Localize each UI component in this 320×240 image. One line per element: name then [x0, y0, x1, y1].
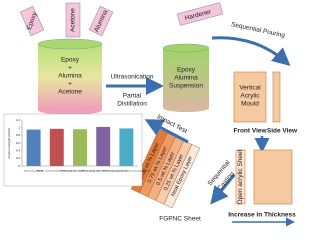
sheet-label: FGPNC Sheet	[159, 216, 201, 223]
beaker-text: Epoxy	[177, 67, 196, 74]
bar	[73, 129, 87, 166]
y-tick-label: 1.2	[16, 118, 21, 122]
beaker-text: +	[68, 81, 72, 88]
step-label: Ultrasonication	[111, 74, 154, 81]
x-tick-label: Neat epoxy (Matrix)	[24, 170, 43, 173]
arrow	[144, 119, 189, 144]
x-tick-label: FGPNC (neutral) loaded from nanocomposit…	[79, 170, 128, 173]
mould-front	[233, 71, 267, 123]
cast-sheet	[253, 149, 293, 205]
mould-text: Mould	[241, 101, 259, 108]
y-axis-label: Impact strength (kJ/m²)	[7, 128, 11, 159]
chart: Impact strength (kJ/m²) 0 0.2 0.4 0.6 0.8 1 1.2…	[7, 118, 152, 173]
bar	[26, 129, 41, 166]
bar	[96, 126, 111, 166]
view-label: Side View	[267, 128, 298, 135]
hardener-bottle	[176, 2, 224, 26]
beaker-text: +	[68, 65, 72, 72]
mould-side	[272, 71, 281, 123]
beaker: Epoxy + Alumina + Acetone	[37, 38, 103, 115]
step-label: Distillation	[117, 101, 147, 108]
beaker-text: Suspension	[169, 83, 203, 90]
y-tick-label: 0	[18, 164, 20, 168]
x-tick-label: FGPNC (sphere) loaded from nanocomposite…	[102, 170, 151, 173]
diagram: Epoxy Acetone Alumina Epoxy + Alumina + …	[3, 2, 298, 227]
bottle-label: Acetone	[70, 8, 77, 32]
bar	[49, 128, 64, 166]
beaker: Epoxy Alumina Suspension	[162, 43, 210, 112]
view-label: Front View	[233, 128, 267, 135]
beaker-text: Acetone	[58, 89, 82, 96]
step-label: Sequential Pouring	[230, 21, 286, 39]
y-tick-label: 1	[18, 125, 20, 129]
thickness-label: Increase in Thickness	[228, 212, 296, 219]
x-tick-label: FGPNC (sphere) loaded from epoxy side	[60, 170, 100, 173]
mould-text: Vertical	[239, 85, 261, 92]
bar	[119, 128, 134, 166]
x-tick-label: FGPNC (neutral) loaded from epoxy side	[37, 170, 77, 173]
y-tick-label: 0.2	[16, 156, 21, 160]
step-label: Partial	[123, 93, 142, 100]
y-tick-label: 0.8	[16, 133, 21, 137]
sheet-text: Open acrylic Sheet	[237, 149, 244, 204]
mould-text: Acrylic	[240, 93, 260, 100]
beaker-text: Alumina	[58, 73, 82, 80]
beaker-text: Epoxy	[61, 57, 80, 64]
beaker-text: Alumina	[174, 75, 198, 82]
arrow	[210, 174, 236, 205]
y-tick-label: 0.6	[16, 141, 21, 145]
arrow	[211, 36, 291, 66]
bottles: Epoxy Acetone Alumina	[19, 2, 114, 38]
y-tick-label: 0.4	[16, 148, 21, 152]
open-sheet	[235, 149, 246, 205]
